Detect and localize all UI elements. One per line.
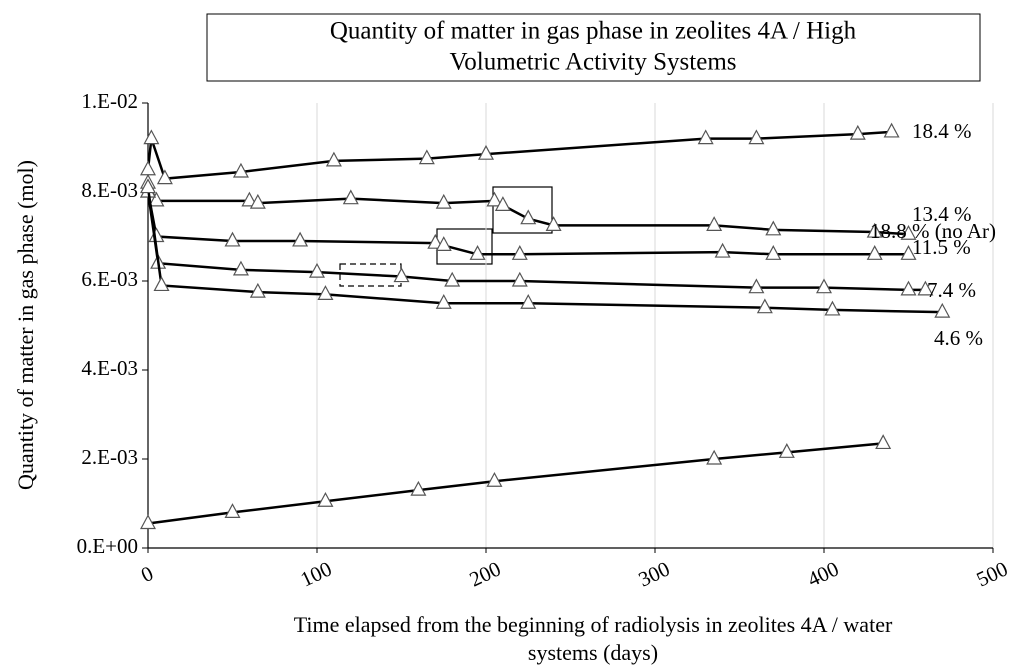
data-marker bbox=[249, 282, 266, 298]
x-tick-label: 400 bbox=[804, 556, 843, 591]
data-marker bbox=[486, 471, 503, 487]
data-marker bbox=[486, 191, 503, 207]
data-marker bbox=[148, 191, 165, 207]
data-marker bbox=[875, 434, 892, 450]
data-marker bbox=[866, 245, 883, 260]
y-tick-label: 6.E-03 bbox=[81, 267, 138, 291]
data-marker bbox=[883, 122, 900, 138]
data-marker bbox=[917, 280, 934, 296]
chart-title: Volumetric Activity Systems bbox=[449, 49, 736, 76]
data-marker bbox=[545, 216, 562, 231]
data-marker bbox=[866, 222, 883, 238]
data-marker bbox=[393, 267, 410, 283]
data-marker bbox=[418, 149, 435, 165]
data-marker bbox=[249, 193, 266, 209]
y-axis-label: Quantity of matter in gas phase (mol) bbox=[13, 160, 38, 490]
data-marker bbox=[317, 492, 334, 507]
x-axis-label: Time elapsed from the beginning of radio… bbox=[294, 612, 893, 637]
data-marker bbox=[748, 278, 765, 294]
y-tick-label: 4.E-03 bbox=[81, 356, 138, 380]
series-label: 18.4 % bbox=[912, 119, 972, 143]
chart-title: Quantity of matter in gas phase in zeoli… bbox=[330, 18, 857, 45]
series-label: 11.5 % bbox=[912, 235, 971, 259]
data-marker bbox=[427, 233, 444, 249]
series-line bbox=[146, 130, 892, 180]
data-marker bbox=[139, 514, 157, 530]
series-line bbox=[146, 187, 943, 314]
data-marker bbox=[520, 293, 537, 309]
y-tick-label: 0.E+00 bbox=[77, 534, 138, 558]
data-marker bbox=[435, 193, 452, 209]
data-marker bbox=[706, 449, 723, 465]
data-marker bbox=[342, 189, 359, 205]
highlight-box bbox=[492, 186, 553, 234]
data-marker bbox=[706, 216, 723, 231]
data-marker bbox=[444, 271, 461, 287]
series-label: 7.4 % bbox=[927, 278, 976, 302]
data-marker bbox=[765, 220, 782, 236]
data-marker bbox=[900, 245, 917, 260]
data-marker bbox=[325, 151, 342, 167]
data-marker bbox=[143, 129, 160, 145]
data-marker bbox=[900, 280, 917, 296]
data-marker bbox=[511, 245, 528, 260]
data-marker bbox=[469, 245, 486, 260]
data-marker bbox=[511, 271, 528, 287]
data-marker bbox=[148, 227, 165, 243]
x-axis-label: systems (days) bbox=[528, 640, 658, 665]
data-marker bbox=[241, 191, 258, 207]
data-marker bbox=[477, 144, 495, 160]
data-marker bbox=[934, 302, 951, 318]
x-tick-label: 0 bbox=[137, 561, 157, 587]
data-marker bbox=[778, 443, 795, 458]
series-line bbox=[146, 191, 909, 256]
data-marker bbox=[900, 225, 917, 240]
y-tick-label: 1.E-02 bbox=[81, 89, 138, 113]
data-marker bbox=[156, 169, 173, 185]
data-marker bbox=[824, 300, 841, 316]
data-marker bbox=[308, 262, 326, 278]
x-tick-label: 500 bbox=[973, 556, 1012, 591]
data-marker bbox=[815, 278, 833, 294]
x-tick-label: 200 bbox=[466, 556, 505, 591]
data-marker bbox=[756, 298, 773, 314]
y-tick-label: 2.E-03 bbox=[81, 445, 138, 469]
data-marker bbox=[765, 245, 782, 260]
data-marker bbox=[224, 231, 241, 247]
data-marker bbox=[292, 231, 309, 247]
series-label: 18.8 % (no Ar) bbox=[870, 219, 996, 243]
x-tick-label: 300 bbox=[635, 556, 674, 591]
data-marker bbox=[224, 503, 241, 518]
series-label: 4.6 % bbox=[934, 326, 983, 350]
data-marker bbox=[139, 178, 157, 194]
data-marker bbox=[849, 124, 866, 140]
data-marker bbox=[153, 276, 170, 292]
data-marker bbox=[520, 209, 537, 225]
x-tick-label: 100 bbox=[297, 556, 336, 591]
series-line bbox=[147, 442, 884, 525]
data-marker bbox=[714, 242, 731, 258]
data-marker bbox=[435, 293, 452, 309]
data-marker bbox=[232, 162, 249, 178]
data-marker bbox=[410, 480, 427, 496]
data-marker bbox=[139, 160, 157, 176]
data-marker bbox=[435, 236, 452, 251]
title-box bbox=[206, 13, 981, 82]
data-marker bbox=[494, 196, 511, 211]
y-tick-label: 8.E-03 bbox=[81, 178, 138, 202]
data-marker bbox=[232, 260, 249, 276]
series-label: 13.4 % bbox=[912, 202, 972, 226]
data-marker bbox=[748, 129, 765, 145]
data-marker bbox=[317, 285, 334, 300]
data-marker bbox=[697, 129, 714, 145]
